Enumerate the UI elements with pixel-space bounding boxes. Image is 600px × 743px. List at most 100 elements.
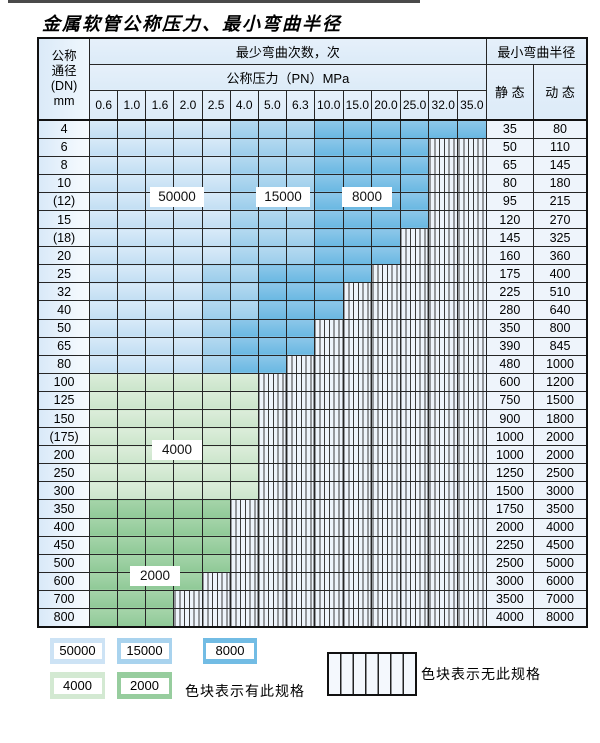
spec-cell-50000 (117, 119, 147, 139)
spec-cell-8000 (257, 264, 287, 284)
pressure-col-35.0: 35.0 (457, 89, 487, 121)
dynamic-radius-value: 2000 (533, 445, 588, 465)
no-spec-cell (371, 427, 401, 447)
no-spec-cell (371, 571, 401, 591)
no-spec-cell (399, 517, 430, 537)
table-row: 20 160 360 (37, 246, 588, 266)
static-radius-value: 1000 (485, 445, 535, 465)
legend-swatch-label: 15000 (120, 643, 169, 659)
no-spec-cell (285, 608, 315, 628)
spec-cell-4000 (229, 390, 259, 411)
spec-cell-50000 (117, 282, 147, 302)
spec-cell-4000 (145, 481, 175, 501)
spec-cell-15000 (285, 155, 315, 175)
spec-cell-4000 (89, 463, 119, 483)
spec-cell-50000 (145, 173, 175, 193)
spec-cell-50000 (173, 119, 203, 139)
no-spec-cell (457, 499, 487, 519)
spec-cell-15000 (285, 209, 315, 230)
static-radius-value: 145 (485, 228, 535, 248)
no-spec-cell (342, 517, 373, 537)
no-spec-cell (257, 571, 287, 591)
spec-cell-15000 (229, 264, 259, 284)
spec-cell-50000 (89, 191, 119, 211)
pressure-col-2.5: 2.5 (201, 89, 231, 121)
spec-cell-2000 (201, 517, 231, 537)
no-spec-cell (371, 318, 401, 338)
no-spec-cell (399, 445, 430, 465)
spec-cell-50000 (117, 173, 147, 193)
spec-cell-8000 (313, 228, 344, 248)
dynamic-radius-value: 845 (533, 336, 588, 356)
pressure-col-5.0: 5.0 (257, 89, 287, 121)
no-spec-cell (257, 553, 287, 573)
no-spec-cell (457, 463, 487, 483)
no-spec-cell (257, 499, 287, 519)
dn-cell: 25 (37, 264, 91, 284)
spec-cell-8000 (313, 246, 344, 266)
no-spec-cell (457, 191, 487, 211)
table-row: 150 900 1800 (37, 408, 588, 429)
no-spec-cell (313, 463, 344, 483)
no-spec-cell (428, 155, 459, 175)
spec-cell-4000 (173, 463, 203, 483)
spec-cell-2000 (117, 589, 147, 610)
no-spec-cell (257, 463, 287, 483)
no-spec-cell (428, 191, 459, 211)
no-spec-cell (342, 372, 373, 392)
dn-cell: (12) (37, 191, 91, 211)
no-spec-cell (428, 571, 459, 591)
dynamic-radius-value: 5000 (533, 553, 588, 573)
legend-swatch-50000: 50000 (50, 638, 105, 664)
no-spec-cell (342, 282, 373, 302)
no-spec-cell (285, 589, 315, 610)
spec-cell-50000 (201, 191, 231, 211)
spec-cell-8000 (342, 228, 373, 248)
table-header: 公称 通径 (DN) mm 最少弯曲次数，次 最小弯曲半径 公称压力（PN）MP… (37, 37, 588, 121)
spec-cell-50000 (89, 119, 119, 139)
spec-cell-15000 (229, 137, 259, 157)
no-spec-cell (173, 608, 203, 628)
spec-cell-8000 (229, 354, 259, 374)
table-row: 10 80 180 (37, 173, 588, 193)
spec-cell-50000 (145, 300, 175, 320)
spec-cell-50000 (201, 137, 231, 157)
spec-cell-8000 (342, 119, 373, 139)
dynamic-radius-value: 145 (533, 155, 588, 175)
no-spec-cell (428, 300, 459, 320)
dn-cell: 32 (37, 282, 91, 302)
no-spec-cell (428, 246, 459, 266)
static-radius-value: 750 (485, 390, 535, 411)
spec-cell-15000 (229, 191, 259, 211)
spec-cell-8000 (229, 318, 259, 338)
no-spec-cell (371, 499, 401, 519)
no-spec-cell (371, 517, 401, 537)
no-spec-cell (457, 571, 487, 591)
table-row: 6 50 110 (37, 137, 588, 157)
spec-cell-50000 (117, 354, 147, 374)
table-body: 4 35 80 6 50 110 8 65 145 10 80 180 (12) 95 215 15 120 27… (37, 119, 588, 628)
no-spec-cell (428, 408, 459, 429)
dynamic-radius-value: 1000 (533, 354, 588, 374)
no-spec-cell (342, 571, 373, 591)
spec-cell-15000 (229, 173, 259, 193)
table-row: 80 480 1000 (37, 354, 588, 374)
no-spec-cell (285, 408, 315, 429)
no-spec-cell (371, 390, 401, 411)
spec-cell-4000 (201, 408, 231, 429)
legend-swatch-label: 2000 (120, 677, 169, 694)
spec-cell-50000 (173, 336, 203, 356)
no-spec-cell (399, 246, 430, 266)
spec-cell-50000 (201, 246, 231, 266)
spec-cell-8000 (371, 119, 401, 139)
no-spec-cell (457, 318, 487, 338)
no-spec-cell (371, 608, 401, 628)
spec-cell-15000 (229, 119, 259, 139)
no-spec-cell (313, 608, 344, 628)
spec-cell-4000 (117, 427, 147, 447)
no-spec-cell (313, 499, 344, 519)
spec-cell-50000 (89, 228, 119, 248)
static-radius-value: 1250 (485, 463, 535, 483)
spec-cell-50000 (173, 246, 203, 266)
spec-cell-4000 (201, 445, 231, 465)
